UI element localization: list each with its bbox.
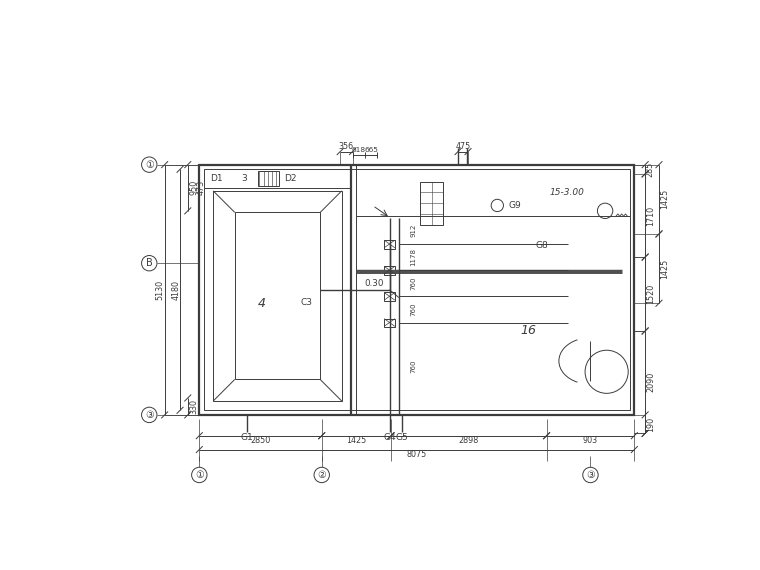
Text: G8: G8 (536, 241, 549, 250)
Bar (384, 266, 395, 275)
Text: C3: C3 (300, 298, 312, 307)
Text: 2090: 2090 (646, 372, 655, 392)
Bar (213, 191, 342, 401)
Text: 760: 760 (410, 276, 416, 290)
Text: B: B (146, 258, 153, 268)
Bar (384, 319, 395, 327)
Text: 618: 618 (352, 147, 366, 153)
Text: 3: 3 (241, 174, 247, 183)
Text: G5: G5 (395, 434, 408, 442)
Text: ①: ① (145, 160, 154, 170)
Text: 15-3.00: 15-3.00 (549, 188, 584, 197)
Text: 1178: 1178 (410, 248, 416, 266)
Text: G1: G1 (241, 434, 253, 442)
Text: 16: 16 (520, 324, 536, 337)
Text: 330: 330 (189, 399, 198, 414)
Text: 950: 950 (189, 180, 198, 196)
Text: 475: 475 (455, 142, 470, 152)
Text: G9: G9 (508, 201, 521, 210)
Text: ③: ③ (145, 410, 154, 420)
Text: 4: 4 (258, 297, 266, 310)
Text: 5130: 5130 (156, 280, 165, 300)
Bar (420, 182, 443, 225)
Text: 665: 665 (364, 147, 378, 153)
Text: 285: 285 (645, 162, 654, 177)
Text: ①: ① (195, 470, 204, 480)
Text: 2850: 2850 (250, 436, 271, 445)
Text: 912: 912 (410, 223, 416, 237)
Bar (384, 240, 395, 249)
Text: 8075: 8075 (407, 450, 427, 459)
Text: 760: 760 (410, 360, 416, 373)
Text: ③: ③ (586, 470, 595, 480)
Text: 1425: 1425 (347, 436, 366, 445)
Text: 1425: 1425 (660, 258, 669, 279)
Text: 903: 903 (583, 436, 598, 445)
Text: 473: 473 (197, 180, 206, 196)
Text: D1: D1 (210, 174, 223, 183)
Bar (384, 292, 395, 301)
Text: 1520: 1520 (646, 284, 655, 304)
Text: 4180: 4180 (172, 280, 181, 300)
Bar (235, 213, 320, 380)
Text: D2: D2 (284, 174, 296, 183)
Bar (204, 169, 630, 410)
Text: ②: ② (318, 470, 326, 480)
Text: 1710: 1710 (646, 205, 655, 226)
Bar (199, 165, 635, 415)
Bar (258, 171, 280, 186)
Text: 760: 760 (410, 303, 416, 316)
Text: 2898: 2898 (459, 436, 479, 445)
Text: 190: 190 (646, 417, 655, 431)
Text: 0.30: 0.30 (364, 279, 384, 288)
Text: 356: 356 (339, 142, 354, 152)
Text: G4: G4 (384, 434, 397, 442)
Text: 1425: 1425 (660, 189, 669, 209)
